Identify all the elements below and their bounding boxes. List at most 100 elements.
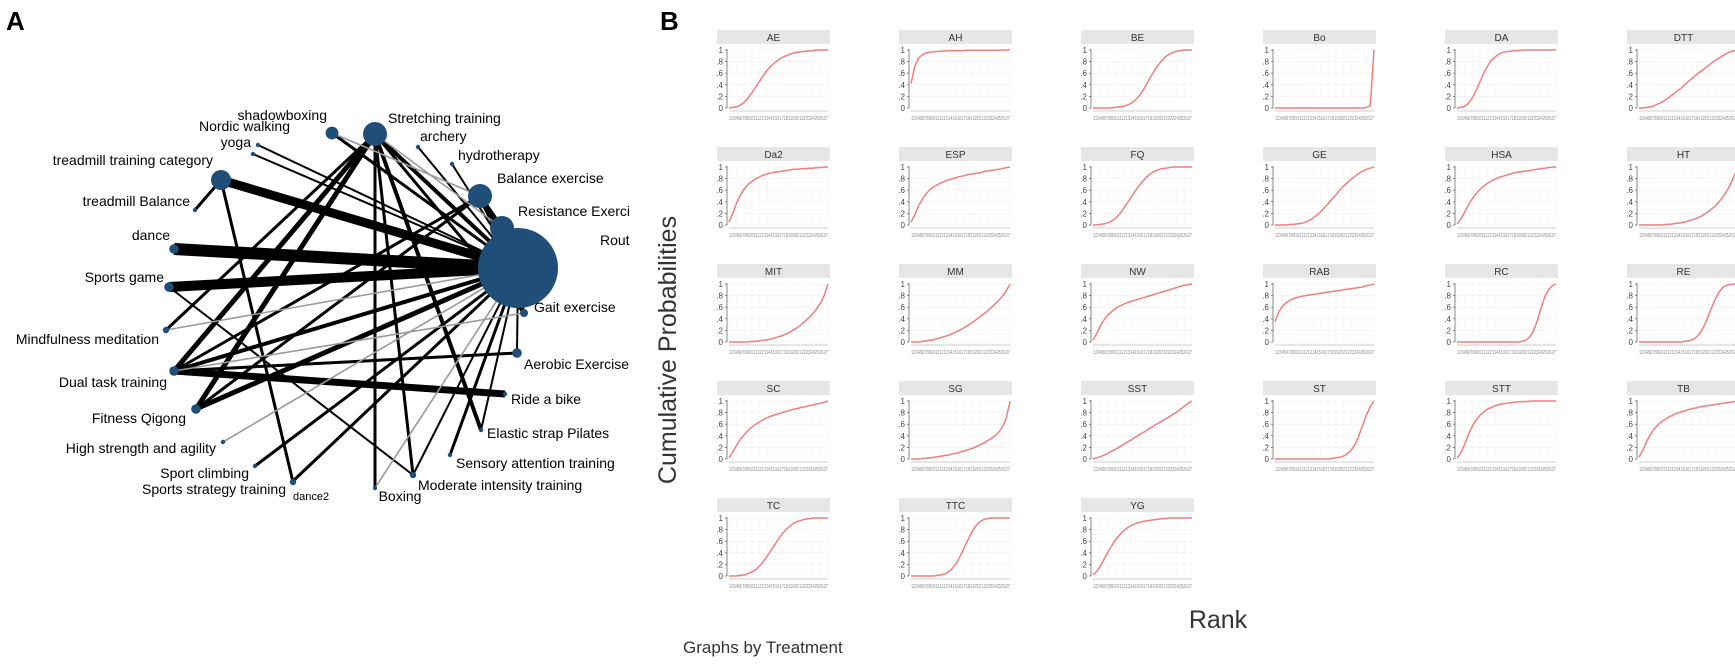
y-tick-label: .8 (716, 58, 723, 67)
y-tick-label: .8 (1626, 292, 1633, 301)
edge-dual-task-training-to-routine-care (173, 266, 519, 373)
y-tick-label: .4 (1262, 315, 1269, 324)
y-tick-label: 1 (719, 280, 724, 289)
y-tick-label: .8 (1444, 58, 1451, 67)
y-tick-label: 0 (1083, 455, 1088, 464)
panel-header (1627, 381, 1735, 395)
series-line-tb (1638, 400, 1735, 458)
y-tick-label: .8 (898, 526, 905, 535)
edge-stretching-training-to-moderate-intensity-training (373, 133, 415, 476)
panel-title: NW (1129, 267, 1146, 278)
series-line-stt (1456, 400, 1556, 459)
y-tick-label: .6 (1262, 303, 1269, 312)
panel-header (1081, 498, 1194, 512)
rank-panel-ht: HT 0 .2 .4 .6 .8 1 1234567891011121314151617181… (1626, 147, 1735, 239)
rank-panel-ge: GE 0 .2 .4 .6 .8 1 1234567891011121314151617181… (1262, 147, 1376, 239)
y-tick-label: .2 (898, 209, 905, 218)
y-tick-label: 1 (719, 163, 724, 172)
y-tick-label: 0 (719, 338, 724, 347)
node-yoga (250, 151, 256, 157)
x-tick-labels: 1234567891011121314151617181920212223242… (1457, 116, 1556, 122)
y-tick-label: .6 (1080, 303, 1087, 312)
x-tick-labels: 1234567891011121314151617181920212223242… (911, 233, 1010, 239)
node-label-treadmill-balance: treadmill Balance (83, 193, 191, 209)
y-tick-label: .4 (716, 315, 723, 324)
panel-title: Bo (1313, 33, 1326, 44)
rank-panel-rc: RC 0 .2 .4 .6 .8 1 1234567891011121314151617181… (1444, 264, 1558, 356)
y-tick-label: .6 (716, 537, 723, 546)
y-tick-label: .8 (898, 58, 905, 67)
panel-header (1081, 147, 1194, 161)
network-graph: Routine care Stretching training Balance e… (16, 107, 630, 504)
series-line-da2 (728, 166, 828, 223)
y-tick-label: .6 (1626, 303, 1633, 312)
y-tick-label: 1 (1447, 280, 1452, 289)
y-tick-label: .2 (1262, 92, 1269, 101)
y-tick-label: 1 (1083, 397, 1088, 406)
y-tick-label: .8 (1262, 292, 1269, 301)
y-tick-label: 0 (1083, 221, 1088, 230)
y-tick-label: .6 (1262, 69, 1269, 78)
series-line-ae (728, 49, 828, 109)
node-boxing (372, 485, 378, 491)
rank-panel-stt: STT 0 .2 .4 .6 .8 1 123456789101112131415161718… (1444, 381, 1558, 473)
y-tick-label: .4 (1080, 432, 1087, 441)
x-tick-labels: 1234567891011121314151617181920212223242… (911, 350, 1010, 356)
node-label-stretching-training: Stretching training (388, 110, 501, 126)
y-tick-label: .2 (1080, 560, 1087, 569)
y-tick-label: .6 (1080, 69, 1087, 78)
panel-title: RE (1677, 267, 1691, 278)
series-line-tc (729, 517, 828, 577)
y-tick-label: 0 (719, 572, 724, 581)
panel-title: STT (1492, 384, 1511, 395)
edge-dance-to-routine-care (173, 243, 519, 274)
edge-high-strength-and-agility-to-routine-care (222, 267, 519, 443)
y-tick-label: .4 (716, 549, 723, 558)
rank-panel-ttc: TTC 0 .2 .4 .6 .8 1 123456789101112131415161718… (898, 498, 1012, 590)
node-high-strength-and-agility (220, 439, 226, 445)
y-tick-label: 0 (1447, 338, 1452, 347)
edge-routine-care-to-sport-climbing (254, 266, 519, 468)
series-line-fq (1093, 166, 1192, 226)
rank-panel-nw: NW 0 .2 .4 .6 .8 1 1234567891011121314151617181… (1080, 264, 1194, 356)
edge-stretching-training-to-elastic-strap-pilates (373, 133, 483, 431)
y-tick-label: .8 (716, 292, 723, 301)
y-tick-label: .2 (1262, 443, 1269, 452)
panel-title: DA (1495, 33, 1509, 44)
y-tick-label: .4 (716, 81, 723, 90)
y-axis-title: Cumulative Probabilities (654, 216, 682, 484)
node-label-high-strength-and-agility: High strength and agility (66, 440, 216, 456)
node-sport-climbing (252, 463, 258, 469)
y-tick-label: .4 (1444, 81, 1451, 90)
node-shadowboxing (325, 126, 339, 140)
x-axis-title: Rank (1189, 606, 1248, 634)
y-tick-label: 1 (901, 514, 906, 523)
panel-title: TC (767, 501, 780, 512)
series-line-ge (1275, 166, 1375, 226)
panel-title: BE (1131, 33, 1145, 44)
panel-header (899, 381, 1012, 395)
node-dance (169, 244, 179, 254)
y-tick-label: 1 (1629, 397, 1634, 406)
node-label-boxing: Boxing (379, 488, 422, 504)
y-tick-label: 1 (1629, 46, 1634, 55)
series-line-be (1093, 49, 1192, 109)
y-tick-label: .6 (716, 69, 723, 78)
y-tick-label: .4 (1080, 81, 1087, 90)
node-label-balance-exercise: Balance exercise (497, 170, 604, 186)
y-tick-label: .6 (898, 537, 905, 546)
y-tick-label: .6 (1080, 537, 1087, 546)
rank-panel-mm: MM 0 .2 .4 .6 .8 1 1234567891011121314151617181… (898, 264, 1012, 356)
y-tick-label: .6 (1262, 186, 1269, 195)
y-tick-label: .4 (1444, 315, 1451, 324)
panel-title: AH (949, 33, 963, 44)
y-tick-label: .2 (716, 92, 723, 101)
series-line-ttc (911, 517, 1010, 577)
node-label-fitness-qigong: Fitness Qigong (92, 410, 186, 426)
panel-header (717, 30, 830, 44)
panel-title: FQ (1131, 150, 1145, 161)
y-tick-label: 1 (901, 46, 906, 55)
y-tick-label: .8 (1444, 175, 1451, 184)
node-label-ride-a-bike: Ride a bike (511, 391, 581, 407)
y-tick-label: 0 (1083, 572, 1088, 581)
